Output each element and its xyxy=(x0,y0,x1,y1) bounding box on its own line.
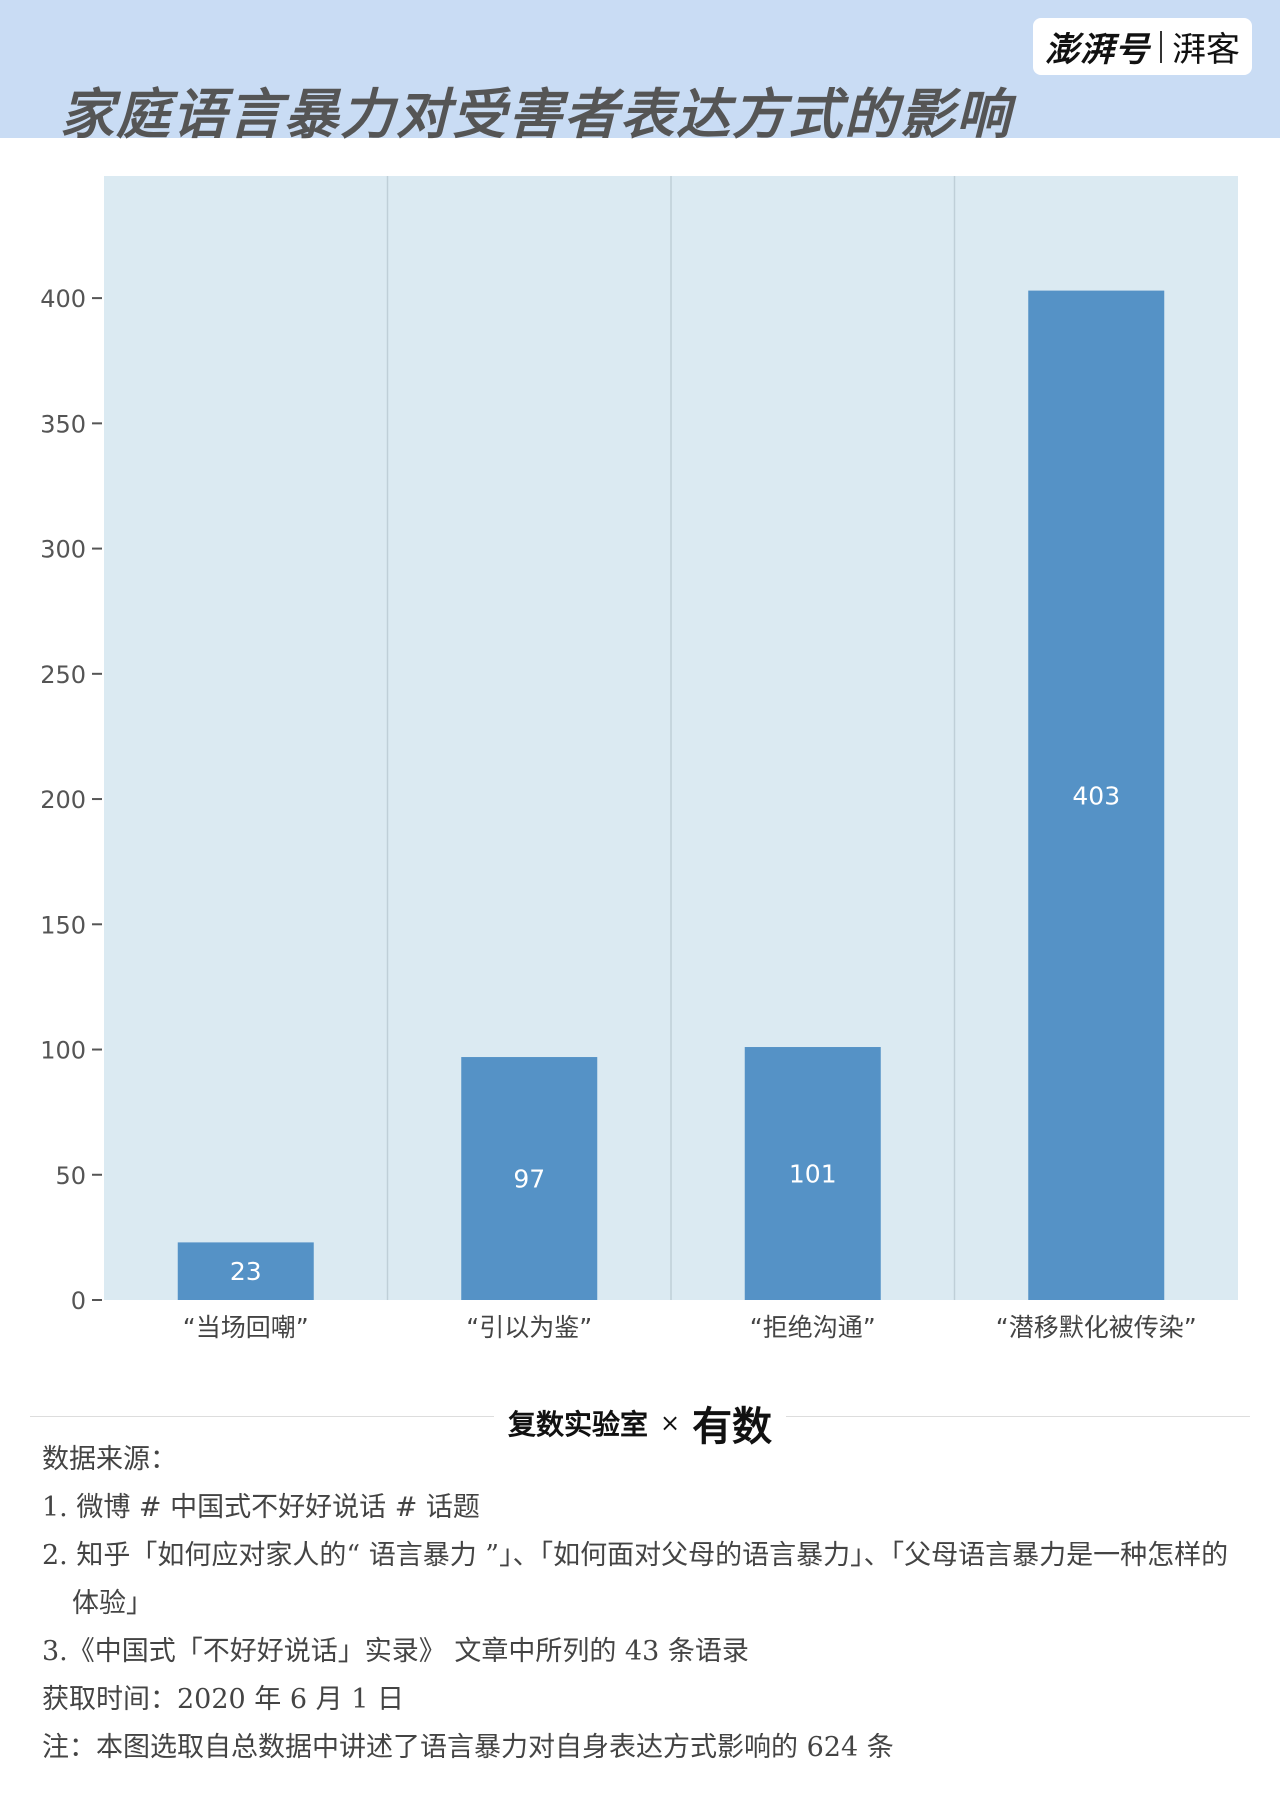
bar-value-label: 101 xyxy=(789,1160,837,1189)
brand-separator xyxy=(1160,30,1162,63)
y-tick-label: 0 xyxy=(71,1287,86,1315)
y-tick-label: 200 xyxy=(40,786,86,814)
y-tick-label: 400 xyxy=(40,285,86,313)
bar-value-label: 403 xyxy=(1072,781,1120,810)
source-item-2: 2. 知乎「如何应对家人的“ 语言暴力 ”」、「如何面对父母的语言暴力」、「父母… xyxy=(42,1540,1229,1619)
footnote: 注：本图选取自总数据中讲述了语言暴力对自身表达方式影响的 624 条 xyxy=(42,1732,894,1763)
brand-sub-text: 湃客 xyxy=(1172,30,1240,70)
y-tick-label: 350 xyxy=(40,410,86,438)
bar-value-label: 97 xyxy=(513,1165,545,1194)
source-notes: 数据来源： 1. 微博 # 中国式不好好说话 # 话题 2. 知乎「如何应对家人… xyxy=(42,1436,1242,1772)
credit-lab-name: 复数实验室 xyxy=(507,1408,648,1441)
y-tick-label: 250 xyxy=(40,661,86,689)
brand-logo: 澎湃号 湃客 xyxy=(1033,18,1252,75)
retrieval-date: 获取时间：2020 年 6 月 1 日 xyxy=(42,1684,404,1715)
bar xyxy=(1028,290,1165,1300)
brand-main-text: 澎湃号 xyxy=(1045,30,1150,70)
credit-line: 复数实验室 × 有数 xyxy=(0,1394,1280,1452)
bar-value-label: 23 xyxy=(230,1257,262,1286)
bar xyxy=(461,1057,598,1300)
bar-chart: 0 50 100 150 200 250 300 350 400 23 “当场回嘲” 97 “引以为鉴”… xyxy=(40,176,1238,1342)
page-title: 家庭语言暴力对受害者表达方式的影响 xyxy=(60,82,1012,146)
source-label: 数据来源： xyxy=(42,1444,177,1475)
header-banner: 家庭语言暴力对受害者表达方式的影响 澎湃号 湃客 xyxy=(0,0,1280,146)
credit-partner-logo: 有数 xyxy=(692,1403,773,1450)
bar xyxy=(744,1047,881,1300)
x-category-label: “当场回嘲” xyxy=(183,1313,309,1342)
y-tick-label: 50 xyxy=(55,1162,86,1190)
credit-times-sign: × xyxy=(659,1409,681,1437)
y-tick-label: 150 xyxy=(40,911,86,939)
y-tick-label: 100 xyxy=(40,1037,86,1065)
bar xyxy=(177,1242,314,1300)
x-category-label: “潜移默化被传染” xyxy=(996,1313,1197,1342)
source-item-1: 1. 微博 # 中国式不好好说话 # 话题 xyxy=(42,1492,480,1523)
y-tick-label: 300 xyxy=(40,536,86,564)
source-item-3: 3.《中国式「不好好说话」实录》 文章中所列的 43 条语录 xyxy=(42,1636,749,1667)
x-category-label: “拒绝沟通” xyxy=(750,1313,876,1342)
x-category-label: “引以为鉴” xyxy=(466,1313,592,1342)
